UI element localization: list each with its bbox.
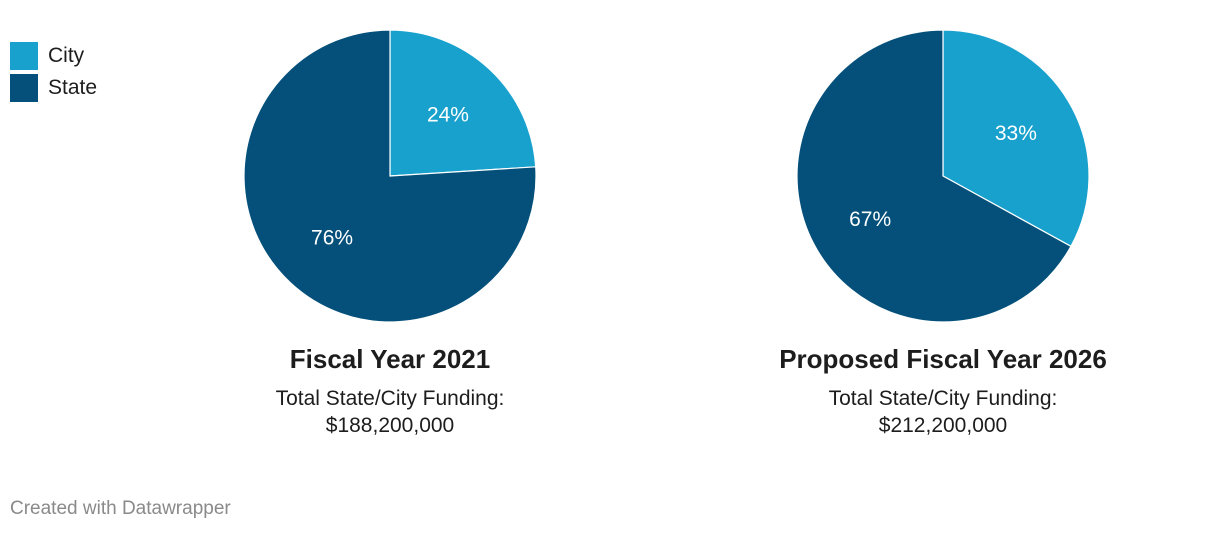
pie-svg-fy2021: 24% 76%: [243, 29, 537, 323]
chart-subtitle-line2-fy2021: $188,200,000: [325, 414, 455, 437]
slice-label-state: 76%: [311, 227, 353, 250]
chart-subtitle-fy2026: Total State/City Funding: $212,200,000: [763, 385, 1123, 439]
pie-chart-fy2021: 24% 76% Fiscal Year 2021 Total State/City…: [210, 28, 570, 439]
chart-subtitle-line1-fy2021: Total State/City Funding:: [275, 387, 505, 410]
chart-title-fy2021: Fiscal Year 2021: [289, 344, 491, 374]
legend-item-state: State: [10, 72, 97, 104]
footer-credit: Created with Datawrapper: [10, 498, 231, 519]
slice-label-state: 67%: [849, 208, 891, 231]
legend-label-city: City: [48, 44, 85, 67]
slice-label-city: 24%: [427, 103, 469, 126]
legend: City State: [10, 40, 97, 104]
pie-slice-city: [942, 29, 1090, 248]
legend-label-state: State: [48, 76, 98, 99]
pie-svg-fy2026: 33% 67%: [796, 29, 1090, 323]
legend-swatch-state: [10, 74, 38, 102]
chart-subtitle-line2-fy2026: $212,200,000: [878, 414, 1008, 437]
chart-title-fy2026: Proposed Fiscal Year 2026: [779, 344, 1107, 374]
chart-subtitle-fy2021: Total State/City Funding: $188,200,000: [210, 385, 570, 439]
legend-swatch-city: [10, 42, 38, 70]
pie-slice-state: [796, 29, 1072, 323]
chart-subtitle-line1-fy2026: Total State/City Funding:: [828, 387, 1058, 410]
slice-label-city: 33%: [995, 122, 1037, 145]
pie-chart-fy2026: 33% 67% Proposed Fiscal Year 2026 Total S…: [763, 28, 1123, 439]
pie-slice-city: [389, 29, 537, 177]
legend-item-city: City: [10, 40, 97, 72]
pie-slice-state: [243, 29, 537, 323]
